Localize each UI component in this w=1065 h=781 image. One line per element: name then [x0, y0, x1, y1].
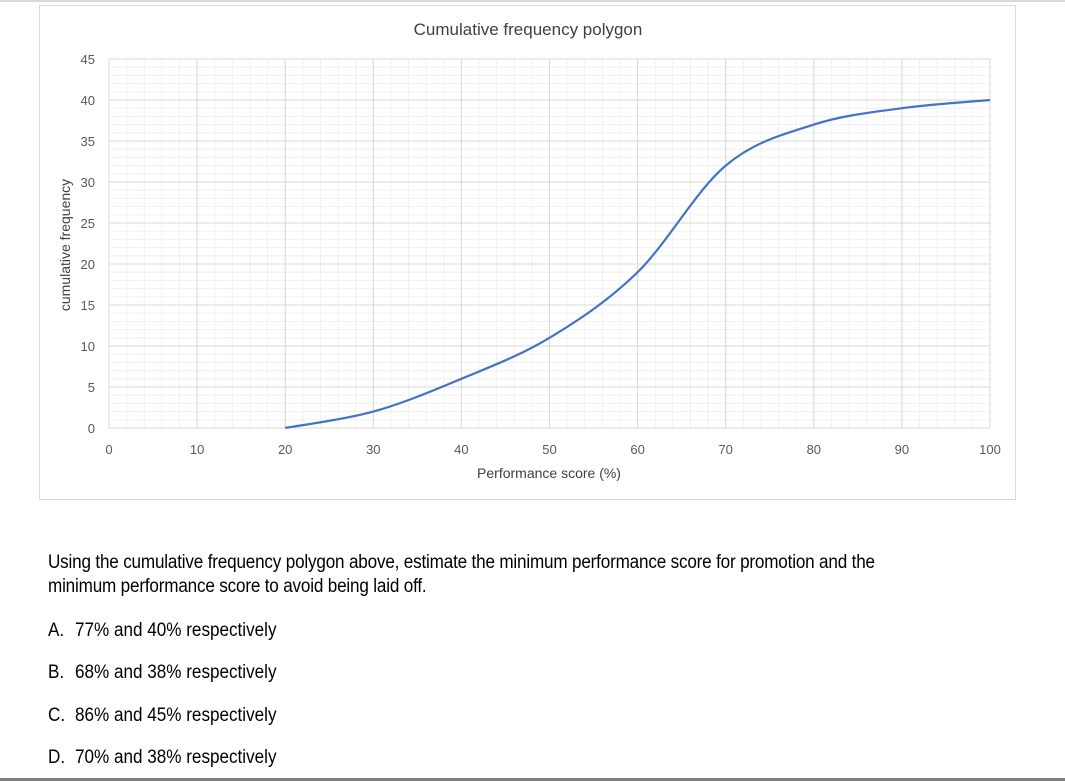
option-b[interactable]: B. 68% and 38% respectively — [48, 661, 277, 685]
major-grid — [108, 58, 991, 429]
chart-title: Cumulative frequency polygon — [414, 20, 643, 39]
option-letter: D. — [48, 747, 66, 768]
option-letter: A. — [48, 620, 65, 641]
bottom-rule — [0, 778, 1065, 781]
y-tick-labels: 0 5 10 15 20 25 30 35 40 45 — [81, 52, 95, 436]
y-tick-label: 45 — [81, 52, 95, 67]
x-tick-label: 70 — [718, 442, 732, 457]
x-tick-label: 30 — [366, 442, 380, 457]
y-tick-label: 30 — [81, 175, 95, 190]
chart-frame — [39, 5, 1016, 500]
option-a[interactable]: A. 77% and 40% respectively — [48, 619, 277, 643]
y-axis-label: cumulative frequency — [57, 179, 73, 311]
cumulative-frequency-chart: Cumulative frequency polygon Performance… — [57, 20, 1001, 481]
question-text: Using the cumulative frequency polygon a… — [48, 552, 875, 597]
y-tick-label: 0 — [88, 421, 95, 436]
series-layer — [284, 98, 991, 430]
x-axis-label: Performance score (%) — [477, 465, 621, 481]
x-tick-label: 0 — [105, 442, 112, 457]
option-text: 86% and 45% respectively — [75, 705, 277, 726]
y-tick-label: 25 — [81, 216, 95, 231]
x-tick-label: 80 — [807, 442, 821, 457]
x-tick-labels: 0 10 20 30 40 50 60 70 80 90 100 — [105, 442, 1000, 457]
top-rule — [0, 0, 1065, 2]
x-tick-label: 20 — [278, 442, 292, 457]
x-tick-label: 90 — [895, 442, 909, 457]
y-tick-label: 20 — [81, 257, 95, 272]
x-tick-label: 50 — [542, 442, 556, 457]
x-tick-label: 10 — [190, 442, 204, 457]
x-tick-label: 100 — [979, 442, 1001, 457]
x-tick-label: 40 — [454, 442, 468, 457]
y-tick-label: 5 — [88, 380, 95, 395]
option-text: 68% and 38% respectively — [75, 662, 277, 683]
option-c[interactable]: C. 86% and 45% respectively — [48, 704, 277, 728]
y-tick-label: 15 — [81, 298, 95, 313]
y-tick-label: 40 — [81, 93, 95, 108]
y-tick-label: 35 — [81, 134, 95, 149]
y-tick-label: 10 — [81, 339, 95, 354]
option-d[interactable]: D. 70% and 38% respectively — [48, 746, 277, 770]
option-text: 77% and 40% respectively — [75, 620, 277, 641]
option-text: 70% and 38% respectively — [75, 747, 277, 768]
x-tick-label: 60 — [630, 442, 644, 457]
option-letter: B. — [48, 662, 65, 683]
series-line — [284, 98, 991, 430]
option-letter: C. — [48, 705, 66, 726]
